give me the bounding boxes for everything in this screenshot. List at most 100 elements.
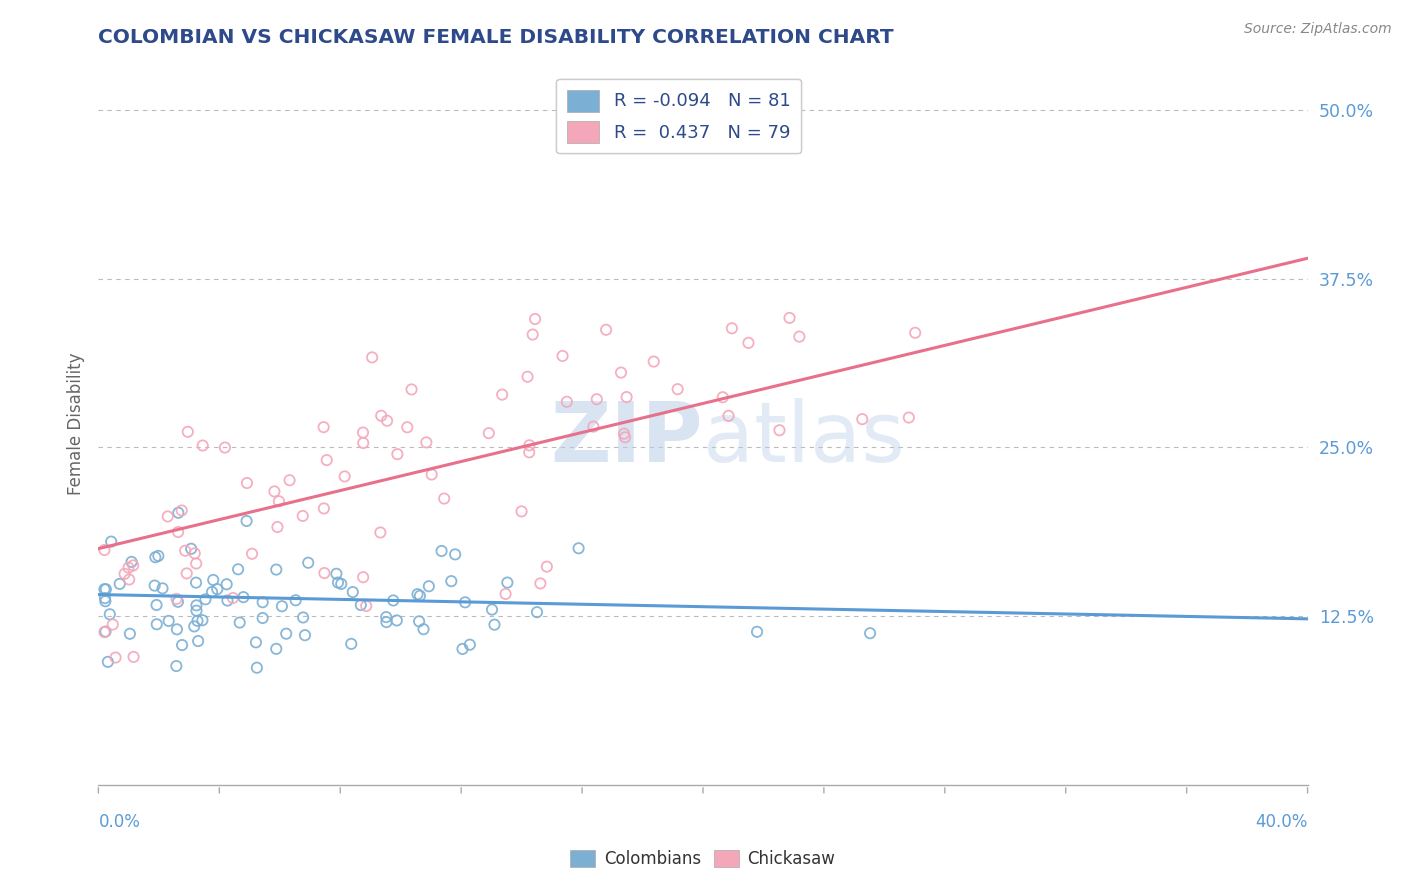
Point	[266, 520, 288, 534]
Point	[174, 543, 197, 558]
Point	[585, 392, 607, 407]
Point	[510, 504, 533, 518]
Point	[495, 587, 517, 601]
Text: 0.0%: 0.0%	[98, 813, 141, 830]
Point	[481, 602, 503, 616]
Point	[167, 506, 190, 520]
Point	[406, 587, 429, 601]
Point	[326, 575, 349, 590]
Point	[166, 591, 188, 606]
Point	[526, 605, 548, 619]
Point	[711, 390, 734, 404]
Point	[717, 409, 740, 423]
Point	[263, 484, 285, 499]
Point	[292, 610, 315, 624]
Point	[768, 423, 790, 437]
Point	[201, 585, 224, 599]
Point	[100, 534, 122, 549]
Point	[555, 394, 578, 409]
Point	[484, 617, 506, 632]
Point	[94, 591, 117, 606]
Point	[93, 582, 115, 596]
Point	[330, 577, 353, 591]
Text: ZIP: ZIP	[551, 398, 703, 479]
Point	[98, 607, 121, 622]
Point	[420, 467, 443, 482]
Point	[183, 546, 205, 560]
Point	[156, 509, 179, 524]
Legend: R = -0.094   N = 81, R =  0.437   N = 79: R = -0.094 N = 81, R = 0.437 N = 79	[557, 78, 801, 153]
Point	[582, 419, 605, 434]
Point	[491, 387, 513, 401]
Point	[122, 649, 145, 664]
Point	[226, 562, 249, 576]
Point	[382, 593, 405, 607]
Point	[458, 638, 481, 652]
Y-axis label: Female Disability: Female Disability	[66, 352, 84, 495]
Point	[444, 547, 467, 561]
Point	[118, 573, 141, 587]
Point	[779, 310, 801, 325]
Point	[385, 614, 408, 628]
Text: 40.0%: 40.0%	[1256, 813, 1308, 830]
Point	[121, 555, 143, 569]
Point	[94, 624, 117, 639]
Point	[412, 622, 434, 636]
Point	[294, 628, 316, 642]
Point	[214, 441, 236, 455]
Point	[314, 566, 336, 580]
Point	[451, 642, 474, 657]
Point	[415, 435, 437, 450]
Point	[409, 589, 432, 603]
Point	[340, 637, 363, 651]
Point	[375, 414, 398, 428]
Point	[93, 625, 115, 640]
Point	[101, 617, 124, 632]
Point	[94, 594, 117, 608]
Point	[325, 566, 347, 581]
Text: Source: ZipAtlas.com: Source: ZipAtlas.com	[1244, 22, 1392, 37]
Point	[496, 575, 519, 590]
Point	[217, 593, 239, 607]
Point	[516, 369, 538, 384]
Point	[904, 326, 927, 340]
Text: COLOMBIAN VS CHICKASAW FEMALE DISABILITY CORRELATION CHART: COLOMBIAN VS CHICKASAW FEMALE DISABILITY…	[98, 28, 894, 47]
Text: atlas: atlas	[703, 398, 904, 479]
Point	[186, 599, 208, 613]
Point	[375, 615, 398, 629]
Point	[191, 613, 214, 627]
Point	[408, 615, 430, 629]
Point	[264, 563, 287, 577]
Point	[177, 425, 200, 439]
Point	[152, 582, 174, 596]
Point	[278, 473, 301, 487]
Point	[352, 570, 374, 584]
Point	[166, 623, 188, 637]
Point	[194, 592, 217, 607]
Point	[145, 598, 167, 612]
Point	[157, 614, 180, 628]
Point	[375, 610, 398, 624]
Point	[396, 420, 419, 434]
Point	[616, 390, 638, 404]
Point	[737, 335, 759, 350]
Point	[271, 599, 294, 614]
Legend: Colombians, Chickasaw: Colombians, Chickasaw	[564, 843, 842, 875]
Point	[430, 544, 453, 558]
Point	[235, 514, 257, 528]
Point	[148, 549, 170, 563]
Point	[524, 312, 547, 326]
Point	[536, 559, 558, 574]
Point	[167, 595, 190, 609]
Point	[207, 582, 229, 596]
Point	[352, 425, 374, 440]
Point	[478, 426, 501, 441]
Point	[264, 641, 287, 656]
Point	[170, 638, 193, 652]
Point	[614, 430, 637, 444]
Point	[529, 576, 551, 591]
Point	[643, 354, 665, 368]
Point	[145, 617, 167, 632]
Point	[228, 615, 250, 630]
Point	[104, 650, 127, 665]
